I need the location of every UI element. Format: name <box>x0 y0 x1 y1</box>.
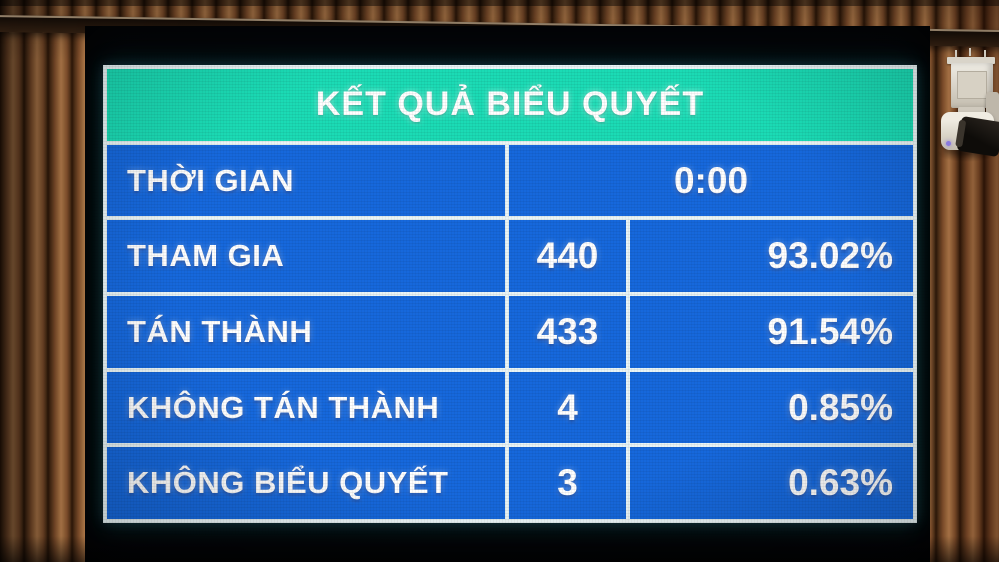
row-label: THAM GIA <box>107 220 505 293</box>
row-label: KHÔNG BIỂU QUYẾT <box>107 447 505 520</box>
board-title: KẾT QUẢ BIỂU QUYẾT <box>315 85 705 124</box>
table-row-thoi-gian: THỜI GIAN 0:00 <box>107 144 913 217</box>
row-percent: 0.63% <box>630 447 913 520</box>
row-count: 3 <box>509 447 626 520</box>
camera-mount-pin <box>969 48 971 56</box>
camera-mount-neck <box>958 107 985 116</box>
row-count: 4 <box>509 371 626 444</box>
bottom-shadow <box>0 536 999 562</box>
board-header: KẾT QUẢ BIỂU QUYẾT <box>107 69 913 141</box>
table-row-tan-thanh: TÁN THÀNH 433 91.54% <box>107 296 913 368</box>
table-row-khong-tan-thanh: KHÔNG TÁN THÀNH 4 0.85% <box>107 371 913 444</box>
voting-results-board: KẾT QUẢ BIỂU QUYẾT THỜI GIAN 0:00 THAM G… <box>103 65 917 523</box>
row-percent: 0.85% <box>630 371 913 444</box>
camera-indicator-light <box>946 141 951 146</box>
row-count: 440 <box>509 220 626 293</box>
row-count: 433 <box>509 296 626 368</box>
camera-lens <box>956 115 999 158</box>
row-label: TÁN THÀNH <box>107 296 505 368</box>
table-row-khong-bieu-quyet: KHÔNG BIỂU QUYẾT 3 0.63% <box>107 447 913 520</box>
led-screen: KẾT QUẢ BIỂU QUYẾT THỜI GIAN 0:00 THAM G… <box>85 26 930 562</box>
table-row-tham-gia: THAM GIA 440 93.02% <box>107 220 913 293</box>
camera-mount-pin <box>984 50 986 58</box>
camera-mount-pin <box>955 50 957 58</box>
top-edge-shadow <box>0 0 999 6</box>
row-label: THỜI GIAN <box>107 144 505 217</box>
camera-mount-flange <box>947 57 995 64</box>
row-label: KHÔNG TÁN THÀNH <box>107 371 505 444</box>
row-percent: 91.54% <box>630 296 913 368</box>
time-value: 0:00 <box>509 144 913 217</box>
row-percent: 93.02% <box>630 220 913 293</box>
